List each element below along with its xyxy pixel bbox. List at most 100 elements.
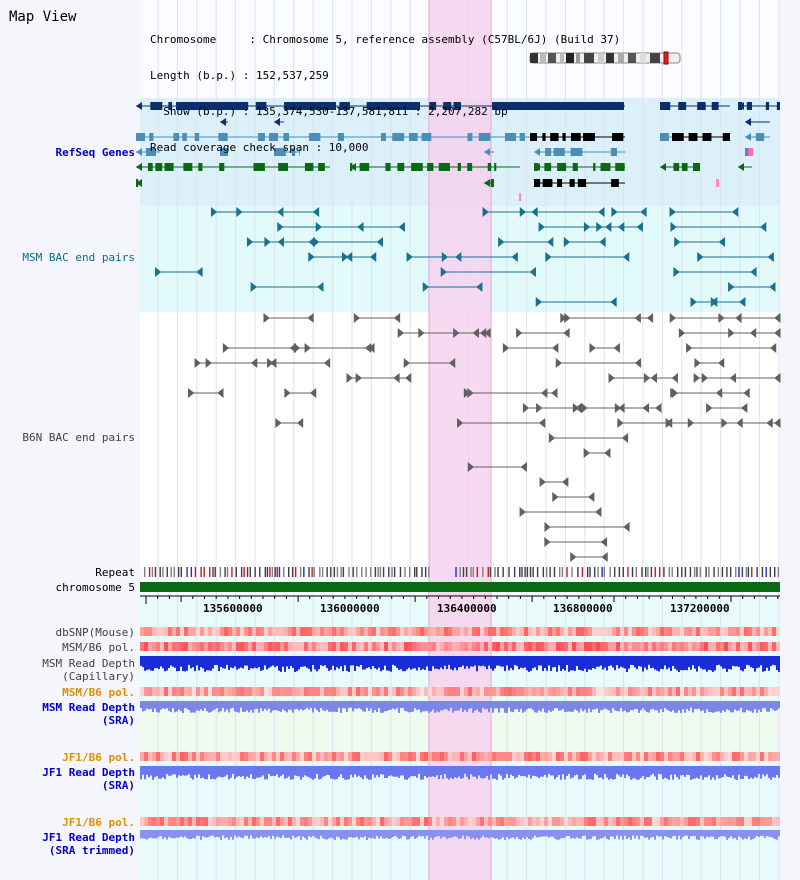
msm-pol-label-1[interactable]: MSM/B6 pol.: [62, 641, 135, 654]
pol-heat-cell: [408, 687, 412, 696]
read-depth-bar: [240, 656, 242, 668]
read-depth-bar: [614, 766, 616, 780]
b6n-bac-label[interactable]: B6N BAC end pairs: [22, 431, 135, 444]
read-depth-bar: [668, 701, 670, 711]
pol-heat-cell: [476, 752, 480, 761]
pol-heat-cell: [528, 642, 532, 651]
read-depth-bar: [608, 701, 610, 711]
msm-bac-label[interactable]: MSM BAC end pairs: [22, 251, 135, 264]
read-depth-bar: [296, 766, 298, 776]
pol-heat-cell: [768, 687, 772, 696]
bac-end-marker: [484, 327, 491, 339]
pol-heat-cell: [220, 752, 224, 761]
bac-end-marker: [715, 387, 723, 399]
read-depth-bar: [160, 766, 162, 779]
jf1-read-depth-trimmed-label[interactable]: JF1 Read Depth (SRA trimmed): [42, 831, 135, 857]
pol-heat-cell: [588, 817, 592, 826]
pol-heat-cell: [284, 817, 288, 826]
pol-heat-cell: [320, 687, 324, 696]
pol-heat-cell: [372, 627, 376, 636]
pol-heat-cell: [368, 687, 372, 696]
bac-end-marker: [674, 236, 681, 248]
pol-heat-cell: [292, 752, 296, 761]
read-depth-bar: [526, 766, 528, 778]
bac-end-marker: [621, 432, 629, 444]
gene-exon: [269, 133, 279, 141]
read-depth-bar: [508, 701, 510, 708]
pol-heat-cell: [648, 752, 652, 761]
pol-heat-cell: [624, 687, 628, 696]
pol-heat-cell: [468, 817, 472, 826]
read-depth-bar: [182, 656, 184, 672]
region-highlight: [429, 0, 491, 880]
read-depth-bar: [494, 830, 496, 839]
repeat-mark: [170, 567, 172, 577]
msm-read-depth-sra-label[interactable]: MSM Read Depth (SRA): [42, 701, 135, 727]
jf1-read-depth-sra-label[interactable]: JF1 Read Depth (SRA): [42, 766, 135, 792]
read-depth-bar: [644, 766, 646, 780]
read-depth-bar: [484, 830, 486, 838]
read-depth-bar: [254, 701, 256, 710]
read-depth-bar: [164, 656, 166, 672]
dbsnp-label[interactable]: dbSNP(Mouse): [55, 626, 135, 639]
read-depth-bar: [378, 766, 380, 778]
pol-heat-cell: [516, 687, 520, 696]
pol-heat-cell: [736, 687, 740, 696]
read-depth-bar: [514, 830, 516, 839]
read-depth-bar: [660, 830, 662, 837]
pol-heat-cell: [288, 687, 292, 696]
read-depth-bar: [380, 701, 382, 713]
msm-pol-label-2[interactable]: MSM/B6 pol.: [62, 686, 135, 699]
pol-heat-cell: [548, 627, 552, 636]
repeat-mark: [308, 567, 310, 577]
pol-heat-cell: [672, 627, 676, 636]
pol-heat-cell: [516, 642, 520, 651]
jf1-pol-label-2[interactable]: JF1/B6 pol.: [62, 816, 135, 829]
pol-heat-cell: [340, 752, 344, 761]
read-depth-bar: [334, 656, 336, 671]
gene-exon: [288, 102, 336, 110]
read-depth-bar: [142, 830, 144, 839]
read-depth-bar: [682, 656, 684, 671]
pol-heat-cell: [424, 642, 428, 651]
pol-heat-cell: [304, 687, 308, 696]
pol-heat-cell: [576, 752, 580, 761]
read-depth-bar: [224, 701, 226, 712]
pol-heat-cell: [428, 817, 432, 826]
read-depth-bar: [722, 830, 724, 837]
pol-heat-cell: [168, 627, 172, 636]
read-depth-bar: [658, 830, 660, 837]
read-depth-bar: [478, 656, 480, 666]
pol-heat-cell: [712, 752, 716, 761]
read-depth-bar: [398, 830, 400, 840]
pol-heat-cell: [620, 817, 624, 826]
read-depth-bar: [448, 766, 450, 780]
repeat-mark: [243, 567, 245, 577]
refseq-genes-label[interactable]: RefSeq Genes: [55, 146, 135, 159]
read-depth-bar: [212, 830, 214, 836]
read-depth-bar: [376, 701, 378, 713]
repeat-label[interactable]: Repeat: [95, 566, 135, 579]
read-depth-bar: [506, 830, 508, 838]
msm-read-depth-capillary-label[interactable]: MSM Read Depth (Capillary): [42, 657, 135, 683]
pol-heat-cell: [380, 752, 384, 761]
pol-heat-cell: [160, 752, 164, 761]
pol-heat-cell: [596, 687, 600, 696]
read-depth-bar: [248, 701, 250, 713]
pol-heat-cell: [292, 642, 296, 651]
read-depth-bar: [482, 830, 484, 836]
read-depth-bar: [576, 766, 578, 775]
repeat-mark: [212, 567, 214, 577]
read-depth-bar: [572, 701, 574, 712]
pol-heat-cell: [576, 642, 580, 651]
read-depth-bar: [756, 701, 758, 713]
read-depth-bar: [416, 701, 418, 710]
read-depth-bar: [656, 766, 658, 780]
read-depth-bar: [506, 656, 508, 666]
read-depth-bar: [206, 701, 208, 712]
jf1-pol-label-1[interactable]: JF1/B6 pol.: [62, 751, 135, 764]
chromosome-bar: [140, 582, 780, 592]
bac-end-marker: [617, 417, 624, 429]
pol-heat-cell: [648, 817, 652, 826]
